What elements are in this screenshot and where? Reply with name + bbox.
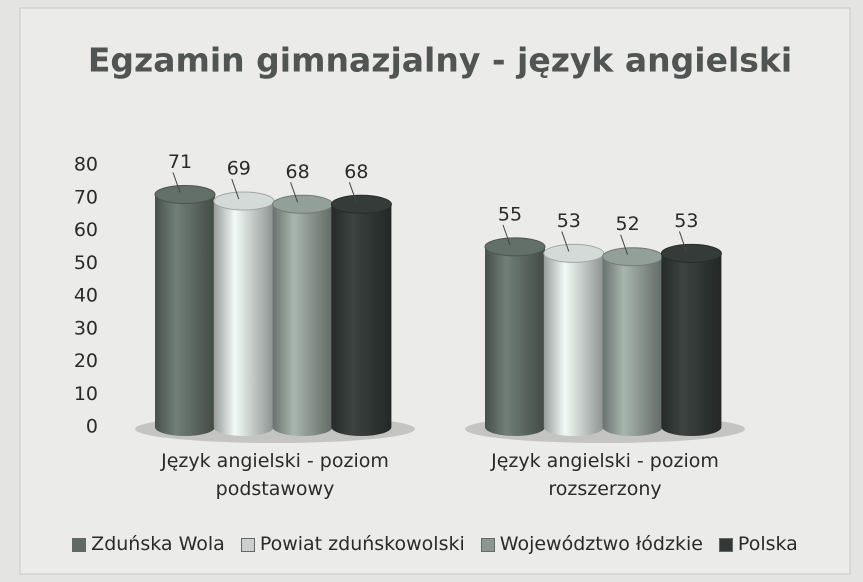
bar <box>660 243 722 437</box>
legend-item: Województwo łódzkie <box>480 533 703 555</box>
leader-line <box>172 172 181 193</box>
bar-body <box>485 246 545 436</box>
data-label: 55 <box>498 203 522 225</box>
bar <box>602 247 664 437</box>
y-tick-label: 70 <box>74 186 98 208</box>
y-tick-label: 80 <box>74 154 98 176</box>
x-tick-label: Język angielski - poziom rozszerzony <box>491 450 719 500</box>
y-tick-label: 40 <box>74 285 98 307</box>
bar <box>330 194 392 437</box>
bar <box>484 237 546 436</box>
data-label: 71 <box>168 151 192 173</box>
leader-line <box>502 224 511 246</box>
leader-line <box>620 234 629 255</box>
bar <box>543 243 605 437</box>
leader-line <box>290 182 299 203</box>
bar <box>213 191 275 437</box>
bar-body <box>331 204 392 437</box>
bar-top <box>543 243 605 263</box>
bar-top <box>213 191 275 211</box>
bar-body <box>213 201 274 437</box>
legend-swatch <box>718 537 733 552</box>
legend-label: Powiat zduńskowolski <box>259 533 465 555</box>
bar-top <box>660 243 722 263</box>
bar <box>272 194 334 437</box>
y-tick-label: 30 <box>74 317 98 339</box>
bar-body <box>272 204 333 437</box>
legend-item: Zduńska Wola <box>72 533 225 555</box>
bar-top <box>330 194 392 214</box>
x-tick-label: Język angielski - poziom podstawowy <box>161 450 389 500</box>
x-label-box: Język angielski - poziom podstawowy <box>161 450 389 500</box>
legend-swatch <box>480 537 495 552</box>
y-tick-label: 0 <box>86 416 98 438</box>
bar-top <box>602 247 664 267</box>
bar-top <box>154 184 216 204</box>
bar-top <box>484 237 546 257</box>
data-label: 68 <box>344 161 368 183</box>
legend: Zduńska Wola Powiat zduńskowolski Wojewódz… <box>30 533 840 555</box>
legend-label: Zduńska Wola <box>91 533 225 555</box>
leader-line <box>231 178 240 200</box>
legend-box: Zduńska Wola Powiat zduńskowolski Wojewódz… <box>30 533 840 555</box>
legend-item: Powiat zduńskowolski <box>240 533 465 555</box>
legend-item: Polska <box>718 533 798 555</box>
bar-body <box>543 253 604 437</box>
y-tick-label: 10 <box>74 383 98 405</box>
legend-swatch <box>72 537 87 552</box>
x-label-box: Język angielski - poziom rozszerzony <box>491 450 719 500</box>
bar-body <box>661 253 722 437</box>
data-label: 68 <box>286 161 310 183</box>
legend-label: Województwo łódzkie <box>499 533 703 555</box>
y-tick-label: 20 <box>74 350 98 372</box>
data-label: 53 <box>557 210 581 232</box>
legend-swatch <box>240 537 255 552</box>
data-label: 69 <box>227 158 251 180</box>
bar <box>154 184 216 436</box>
chart-title: Egzamin gimnazjalny - język angielski <box>88 41 792 80</box>
data-label: 53 <box>674 210 698 232</box>
data-label: 52 <box>616 213 640 235</box>
y-tick-label: 60 <box>74 219 98 241</box>
bar-body <box>155 194 215 436</box>
bar-top <box>272 194 334 214</box>
leader-line <box>348 182 357 203</box>
leader-line <box>561 231 570 252</box>
leader-line <box>678 231 687 252</box>
legend-label: Polska <box>737 533 798 555</box>
bar-body <box>602 256 663 437</box>
y-tick-label: 50 <box>74 252 98 274</box>
